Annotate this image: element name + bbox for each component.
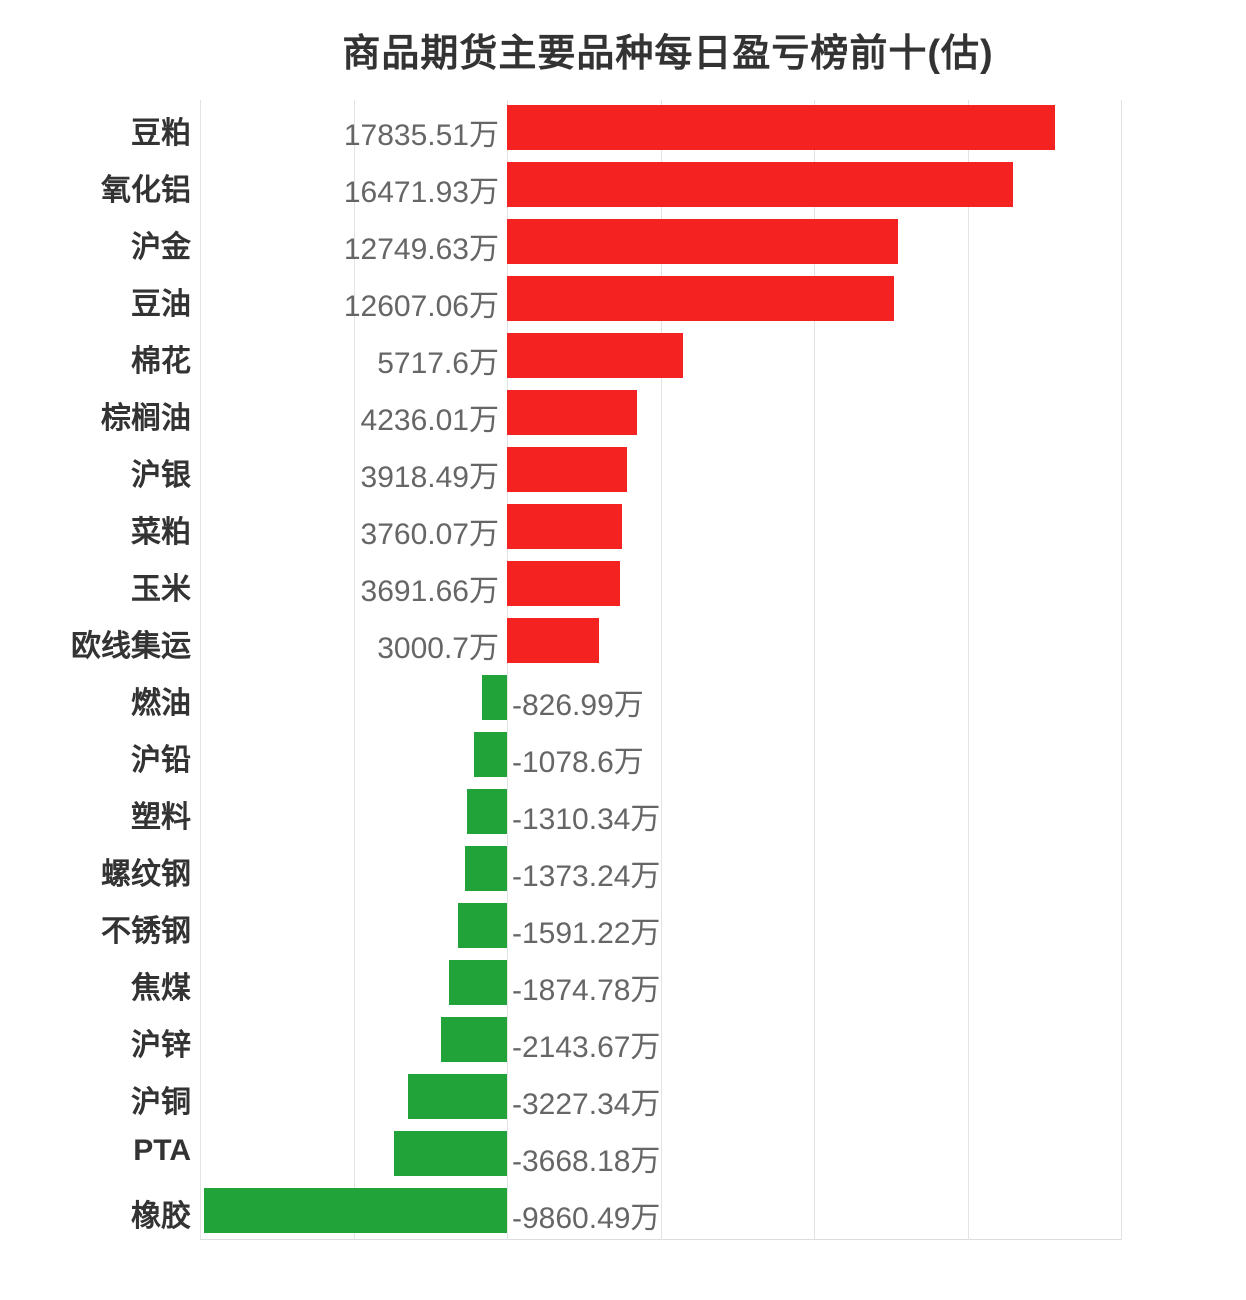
value-label: 17835.51万 — [343, 119, 499, 152]
profit-bar[interactable] — [507, 561, 621, 606]
bar-row: 4236.01万 — [200, 385, 1121, 442]
profit-bar[interactable] — [507, 333, 683, 378]
value-label: -3668.18万 — [512, 1145, 661, 1178]
category-label: 燃油 — [131, 687, 191, 720]
loss-bar[interactable] — [449, 960, 507, 1005]
bar-row: 3691.66万 — [200, 556, 1121, 613]
profit-bar[interactable] — [507, 390, 638, 435]
gridline — [1121, 100, 1122, 1240]
gridline — [660, 100, 662, 1240]
value-label: 16471.93万 — [343, 176, 499, 209]
category-label: 沪铅 — [131, 744, 191, 777]
bar-row: -826.99万 — [200, 670, 1121, 727]
bar-row: -3227.34万 — [200, 1069, 1121, 1126]
category-label: 沪锌 — [131, 1029, 191, 1062]
category-label: 沪金 — [131, 231, 191, 264]
category-label: 沪铜 — [131, 1086, 191, 1119]
loss-bar[interactable] — [394, 1131, 507, 1176]
gridline — [507, 100, 508, 1240]
category-label: 豆粕 — [131, 117, 191, 150]
gridline — [967, 100, 969, 1240]
profit-bar[interactable] — [507, 504, 623, 549]
value-label: 3760.07万 — [360, 518, 499, 551]
bar-row: -9860.49万 — [200, 1183, 1121, 1240]
loss-bar[interactable] — [473, 732, 507, 777]
bar-row: 3000.7万 — [200, 613, 1121, 670]
profit-bar[interactable] — [507, 105, 1055, 150]
bar-row: -1591.22万 — [200, 898, 1121, 955]
category-label: 菜粕 — [131, 516, 191, 549]
bar-row: 3918.49万 — [200, 442, 1121, 499]
loss-bar[interactable] — [441, 1017, 507, 1062]
value-label: 12607.06万 — [343, 290, 499, 323]
value-label: -1373.24万 — [512, 860, 661, 893]
bar-row: 5717.6万 — [200, 328, 1121, 385]
loss-bar[interactable] — [204, 1188, 507, 1233]
category-label: 沪银 — [131, 459, 191, 492]
category-label: 螺纹钢 — [101, 858, 191, 891]
value-label: -1310.34万 — [512, 803, 661, 836]
category-label: 塑料 — [131, 801, 191, 834]
loss-bar[interactable] — [407, 1074, 507, 1119]
loss-bar[interactable] — [466, 789, 507, 834]
category-label: 玉米 — [131, 573, 191, 606]
value-label: 5717.6万 — [377, 347, 499, 380]
profit-bar[interactable] — [507, 162, 1013, 207]
profit-bar[interactable] — [507, 447, 628, 492]
bar-row: 3760.07万 — [200, 499, 1121, 556]
value-label: -1874.78万 — [512, 974, 661, 1007]
gridline — [353, 100, 355, 1240]
value-label: -9860.49万 — [512, 1202, 661, 1235]
chart-title: 商品期货主要品种每日盈亏榜前十(估) — [342, 33, 994, 75]
value-label: -1591.22万 — [512, 917, 661, 950]
loss-bar[interactable] — [481, 675, 507, 720]
bar-row: 12607.06万 — [200, 271, 1121, 328]
bar-row: -1373.24万 — [200, 841, 1121, 898]
category-label: 氧化铝 — [101, 174, 191, 207]
loss-bar[interactable] — [464, 846, 507, 891]
value-label: -1078.6万 — [512, 746, 644, 779]
value-label: 3000.7万 — [377, 632, 499, 665]
category-label: 欧线集运 — [71, 630, 191, 663]
profit-bar[interactable] — [507, 276, 895, 321]
category-label: 橡胶 — [131, 1200, 191, 1233]
category-label: 棉花 — [131, 345, 191, 378]
plot-area: 17835.51万 16471.93万 12749.63万 12607.06万 5717… — [200, 100, 1122, 1240]
value-label: -3227.34万 — [512, 1088, 661, 1121]
bar-row: 16471.93万 — [200, 157, 1121, 214]
value-label: 12749.63万 — [343, 233, 499, 266]
bar-row: -1078.6万 — [200, 727, 1121, 784]
value-label: -826.99万 — [512, 689, 644, 722]
bar-row: -1310.34万 — [200, 784, 1121, 841]
bar-row: 12749.63万 — [200, 214, 1121, 271]
profit-bar[interactable] — [507, 618, 600, 663]
value-label: 4236.01万 — [360, 404, 499, 437]
value-label: 3918.49万 — [360, 461, 499, 494]
category-label: 棕榈油 — [101, 402, 191, 435]
bar-row: -2143.67万 — [200, 1012, 1121, 1069]
category-label: 焦煤 — [131, 972, 191, 1005]
bar-row: -1874.78万 — [200, 955, 1121, 1012]
gridline — [814, 100, 815, 1240]
loss-bar[interactable] — [458, 903, 507, 948]
value-label: 3691.66万 — [360, 575, 499, 608]
category-label: PTA — [133, 1134, 191, 1167]
category-label: 不锈钢 — [101, 915, 191, 948]
profit-bar[interactable] — [507, 219, 899, 264]
value-label: -2143.67万 — [512, 1031, 661, 1064]
category-label: 豆油 — [131, 288, 191, 321]
bar-row: 17835.51万 — [200, 100, 1121, 157]
bar-row: -3668.18万 — [200, 1126, 1121, 1183]
gridline — [200, 100, 201, 1240]
